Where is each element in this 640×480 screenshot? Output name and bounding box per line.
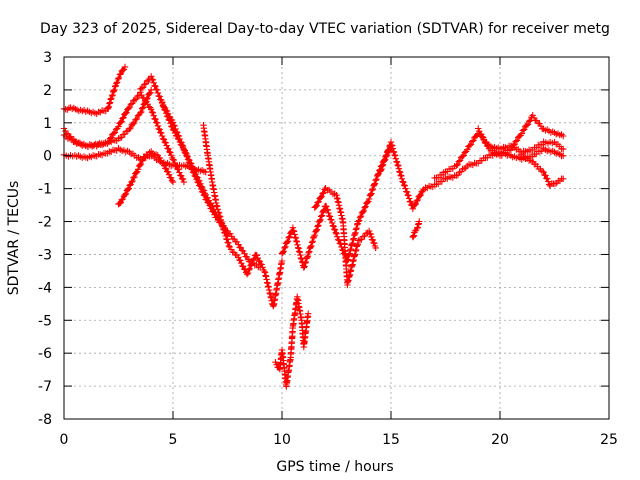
data-point-markers xyxy=(475,112,567,159)
x-axis-label: GPS time / hours xyxy=(276,459,393,475)
x-tick-label: 25 xyxy=(600,432,618,448)
grid xyxy=(63,56,610,420)
y-tick-label: -6 xyxy=(38,346,52,362)
series-track-k xyxy=(311,185,379,289)
x-tick-label: 0 xyxy=(60,432,69,448)
x-tick-label: 20 xyxy=(491,432,509,448)
y-tick-label: 2 xyxy=(43,83,52,99)
data-point-markers xyxy=(200,122,286,310)
y-tick-label: -1 xyxy=(38,182,52,198)
data-point-markers xyxy=(278,142,395,271)
data-point-markers xyxy=(311,185,379,289)
series-track-f xyxy=(115,148,177,208)
data-point-markers xyxy=(409,218,423,241)
series-track-j xyxy=(278,142,395,271)
x-tick-label: 10 xyxy=(273,432,291,448)
series-track-l xyxy=(376,138,567,212)
data-point-markers xyxy=(376,138,567,212)
y-tick-label: -4 xyxy=(38,280,52,296)
y-tick-label: -5 xyxy=(38,313,52,329)
x-tick-label: 15 xyxy=(382,432,400,448)
data-point-markers xyxy=(518,151,567,189)
y-axis-label: SDTVAR / TECUs xyxy=(6,181,22,296)
y-tick-label: -8 xyxy=(38,412,52,428)
y-tick-label: -2 xyxy=(38,215,52,231)
y-tick-label: -7 xyxy=(38,379,52,395)
data-points xyxy=(60,63,567,390)
y-tick-label: -3 xyxy=(38,247,52,263)
data-point-markers xyxy=(115,148,177,208)
y-tick-label: 3 xyxy=(43,50,52,66)
chart-title: Day 323 of 2025, Sidereal Day-to-day VTE… xyxy=(40,21,610,37)
series-track-h xyxy=(200,122,286,310)
x-tick-label: 5 xyxy=(169,432,178,448)
plot-frame xyxy=(63,56,610,420)
series-track-n xyxy=(475,112,567,159)
series-track-p xyxy=(409,218,423,241)
series-track-o xyxy=(518,151,567,189)
series-track-i xyxy=(272,293,312,390)
y-tick-label: 0 xyxy=(43,149,52,165)
y-tick-label: 1 xyxy=(43,116,52,132)
data-point-markers xyxy=(272,293,312,390)
